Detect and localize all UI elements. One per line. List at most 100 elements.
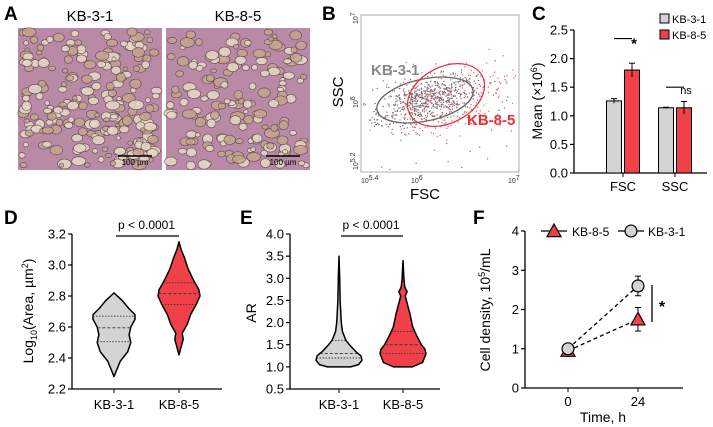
scatter-point: [388, 103, 390, 105]
scatter-point: [486, 62, 488, 64]
scatter-point: [414, 102, 416, 105]
cell: [251, 64, 259, 71]
cell: [92, 148, 99, 154]
scatter-point: [440, 97, 442, 100]
scatter-point: [405, 134, 407, 136]
scatter-point: [424, 126, 426, 128]
y-axis-label: Cell density, 105/mL: [477, 248, 493, 371]
cell: [83, 60, 97, 70]
scatter-point: [382, 80, 384, 82]
scatter-point: [436, 81, 438, 83]
scatter-point: [411, 109, 414, 111]
scatter-point: [429, 91, 431, 93]
scatter-point: [463, 92, 465, 94]
scatter-point: [456, 102, 458, 105]
scatter-point: [413, 87, 415, 89]
cell: [164, 156, 178, 167]
scatter-point: [403, 88, 405, 90]
scatter-point: [456, 115, 458, 117]
series-line: [567, 285, 639, 350]
scatter-point: [434, 80, 437, 83]
scatter-point: [445, 112, 448, 115]
scatter-point: [420, 113, 422, 115]
scatter-point: [413, 107, 416, 109]
scatter-point: [376, 112, 378, 114]
cell: [75, 54, 87, 63]
scatter-point: [380, 125, 383, 127]
scatter-point: [398, 95, 400, 97]
scatter-point: [451, 95, 453, 97]
y-axis-label: SSC: [330, 76, 347, 107]
cell: [111, 56, 117, 62]
y-tick-label: 3.2: [48, 227, 66, 242]
scatter-point: [456, 106, 458, 108]
scatter-point: [433, 105, 435, 107]
scatter-point: [415, 87, 418, 89]
scatter-point: [443, 84, 445, 86]
cell: [121, 115, 133, 126]
scatter-point: [445, 101, 448, 103]
scatter-point: [392, 122, 394, 124]
scatter-point: [399, 99, 402, 101]
scatter-point: [434, 92, 437, 95]
x-tick-label: 105.4: [361, 175, 379, 185]
panel-label-b: B: [322, 4, 336, 25]
scatter-point: [424, 98, 426, 100]
scatter-point: [410, 123, 412, 126]
scatter-point: [436, 103, 438, 105]
scatter-point: [447, 93, 449, 95]
scatter-point: [464, 110, 466, 113]
scatter-point: [498, 81, 500, 83]
cell: [166, 111, 178, 120]
cell: [261, 124, 269, 130]
scatter-point: [466, 106, 469, 108]
cell: [29, 35, 39, 44]
scatter-point: [424, 86, 426, 88]
scatter-point: [415, 133, 417, 135]
x-tick-label: KB-8-5: [383, 397, 423, 412]
scatter-point: [399, 110, 401, 112]
scatter-point: [437, 121, 439, 123]
cell: [296, 77, 305, 84]
scatter-point: [432, 115, 435, 117]
scatter-point: [417, 89, 419, 91]
scatter-point: [462, 84, 464, 86]
scatter-point: [486, 158, 489, 160]
scatter-point: [431, 112, 433, 114]
panel-a: KB-3-1 KB-8-5 100 µm 100 µm: [17, 8, 310, 171]
cell: [253, 109, 268, 119]
scatter-point: [423, 109, 425, 111]
scatter-point: [390, 66, 393, 68]
cell: [58, 162, 65, 168]
cell: [97, 156, 105, 163]
scatter-point: [446, 106, 448, 108]
scatter-point: [408, 90, 410, 92]
scatter-point: [441, 121, 443, 124]
scatter-point: [495, 92, 497, 95]
scatter-point: [441, 96, 443, 98]
cell: [205, 50, 220, 61]
cell: [52, 32, 65, 43]
scatter-point: [413, 109, 416, 111]
cell: [233, 90, 244, 100]
scatter-point: [430, 99, 432, 101]
x-tick-label: FSC: [610, 179, 636, 194]
cell: [179, 37, 195, 48]
y-tick-label: 0.0: [550, 166, 568, 181]
y-tick-label: 107: [350, 12, 360, 24]
scatter-point: [426, 97, 429, 99]
scatter-point: [394, 104, 396, 107]
cell: [128, 99, 145, 111]
scatter-point: [410, 79, 412, 81]
scatter-point: [409, 101, 411, 104]
scatter-point: [487, 86, 489, 88]
cell: [127, 140, 133, 146]
cell: [61, 81, 67, 88]
scatter-point: [431, 75, 433, 77]
scatter-point: [430, 89, 432, 91]
scatter-point: [405, 113, 407, 115]
scatter-point: [399, 125, 401, 128]
scatter-point: [477, 79, 480, 82]
scatter-point: [414, 126, 417, 129]
scatter-point: [434, 72, 436, 75]
